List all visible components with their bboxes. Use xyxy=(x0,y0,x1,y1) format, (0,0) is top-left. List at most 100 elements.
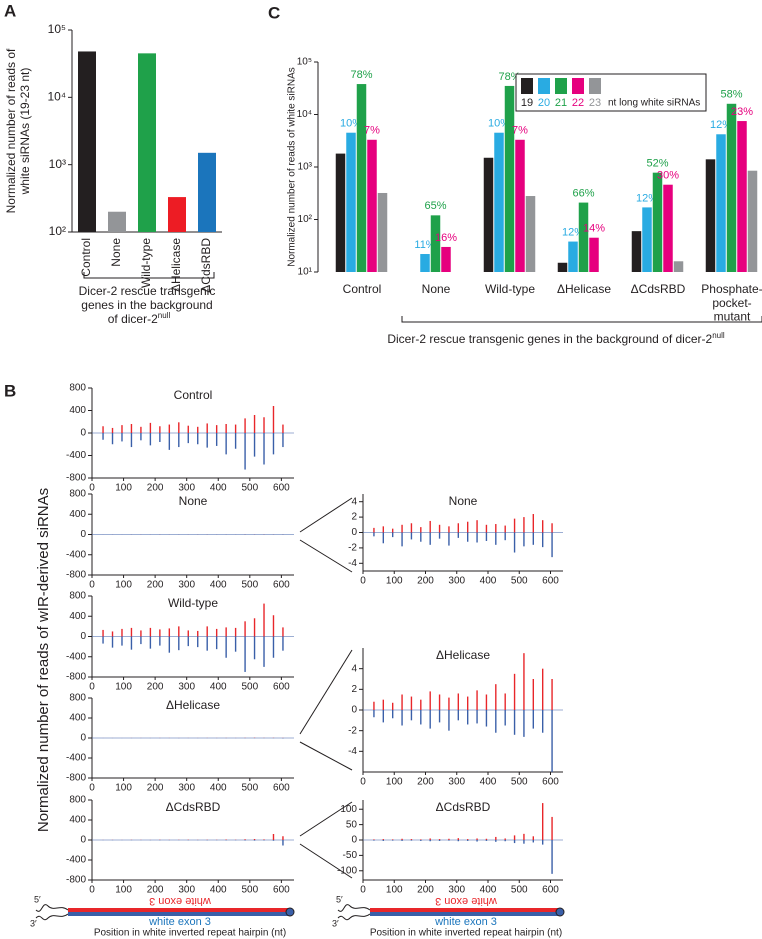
panel-title: ΔCdsRBD xyxy=(436,800,491,814)
bar xyxy=(78,51,96,232)
y-tick-label: 4 xyxy=(351,496,357,507)
x-tick-label: Phosphate-pocket-mutant xyxy=(701,282,762,324)
label-line: Phosphate- xyxy=(701,282,762,296)
three-prime: 3′ xyxy=(332,918,339,928)
x-axis-label-sup: null xyxy=(158,311,171,320)
x-tick-label: 300 xyxy=(448,885,465,896)
y-tick-label: -400 xyxy=(66,549,86,560)
legend-swatch xyxy=(572,78,584,94)
y-tick-label: 4 xyxy=(351,663,357,674)
share-label: 30% xyxy=(657,170,679,182)
share-label: 52% xyxy=(646,158,668,170)
label-line: pocket- xyxy=(712,296,751,310)
panel-label: B xyxy=(4,381,16,400)
y-tick-label: 10³ xyxy=(298,162,313,173)
hairpin-sense xyxy=(68,908,290,912)
y-tick-label: 50 xyxy=(346,819,358,830)
x-tick-label: 400 xyxy=(480,576,497,587)
bar xyxy=(663,184,673,272)
y-tick-label: 0 xyxy=(80,529,86,540)
bar xyxy=(568,241,578,272)
x-tick-label: 200 xyxy=(147,580,164,591)
x-tick-label: None xyxy=(422,282,451,296)
x-tick-label: 500 xyxy=(241,682,258,693)
y-tick-label: -800 xyxy=(66,773,86,784)
bracket xyxy=(83,272,215,279)
bar xyxy=(515,139,525,272)
x-tick-label: ΔCdsRBD xyxy=(199,238,213,293)
share-label: 12% xyxy=(562,226,584,238)
panel-label: C xyxy=(268,3,280,22)
zoom-connector xyxy=(299,741,353,771)
bar xyxy=(168,197,186,232)
x-axis-label: genes in the background xyxy=(81,298,212,312)
x-tick-label: 300 xyxy=(178,483,195,494)
x-tick-label: 500 xyxy=(241,783,258,794)
bar xyxy=(642,207,652,272)
legend-label: 23 xyxy=(589,97,601,109)
y-tick-label: -400 xyxy=(66,651,86,662)
y-tick-label: 400 xyxy=(69,509,86,520)
bar xyxy=(631,231,642,272)
y-tick-label: 10⁴ xyxy=(297,109,312,120)
x-tick-label: 100 xyxy=(115,580,132,591)
hairpin-antisense xyxy=(68,912,290,916)
x-tick-label: 400 xyxy=(210,483,227,494)
y-tick-label: -800 xyxy=(66,570,86,581)
hairpin-tail xyxy=(337,904,371,912)
x-tick-label: 600 xyxy=(273,682,290,693)
y-tick-label: 400 xyxy=(69,611,86,622)
share-label: 66% xyxy=(572,187,594,199)
x-tick-label: 400 xyxy=(210,885,227,896)
x-tick-label: 600 xyxy=(273,483,290,494)
hairpin-tail xyxy=(35,913,69,921)
x-tick-label: 0 xyxy=(89,580,95,591)
bar xyxy=(346,132,356,272)
zoom-connector xyxy=(299,649,353,735)
zoom-connector xyxy=(299,843,353,879)
x-tick-label: 500 xyxy=(241,885,258,896)
panel-title: ΔHelicase xyxy=(166,698,220,712)
x-tick-label: 300 xyxy=(448,777,465,788)
x-tick-label: None xyxy=(109,238,123,267)
bar xyxy=(525,196,536,272)
panel-title: Wild-type xyxy=(168,596,218,610)
bar xyxy=(367,139,377,272)
share-label: 23% xyxy=(731,106,753,118)
x-tick-label: 600 xyxy=(273,885,290,896)
y-tick-label: 0 xyxy=(351,527,357,538)
x-tick-label: 400 xyxy=(210,682,227,693)
five-prime: 5′ xyxy=(336,894,343,904)
x-tick-label: 100 xyxy=(115,682,132,693)
bar xyxy=(705,159,716,272)
x-tick-label: 200 xyxy=(147,885,164,896)
y-tick-label: 800 xyxy=(69,591,86,602)
bar xyxy=(747,170,758,272)
y-tick-label: -100 xyxy=(337,865,357,876)
bar xyxy=(716,134,726,272)
legend-suffix: nt long white siRNAs xyxy=(608,98,700,109)
legend-label: 21 xyxy=(555,97,567,109)
zoom-connector xyxy=(299,539,353,573)
zoom-connector xyxy=(299,497,353,533)
legend-swatch xyxy=(521,78,533,94)
bar xyxy=(578,202,589,272)
share-label: 10% xyxy=(340,118,362,130)
y-tick-label: -2 xyxy=(348,725,357,736)
y-tick-label: -2 xyxy=(348,543,357,554)
y-tick-label: -4 xyxy=(348,558,357,569)
y-axis-label: white siRNAs (19-23 nt) xyxy=(18,68,32,196)
x-tick-label: 600 xyxy=(542,885,559,896)
x-tick-label: 200 xyxy=(147,483,164,494)
hairpin-tail xyxy=(35,904,69,912)
legend-swatch xyxy=(538,78,550,94)
hairpin-caption: Position in white inverted repeat hairpi… xyxy=(94,928,286,939)
legend-swatch xyxy=(589,78,601,94)
bar xyxy=(726,103,737,273)
hairpin-caption: Position in white inverted repeat hairpi… xyxy=(370,928,562,939)
hairpin-loop xyxy=(555,907,565,917)
bar xyxy=(108,211,126,232)
bar xyxy=(652,172,663,272)
y-tick-label: 10² xyxy=(49,224,66,238)
x-axis-label: of dicer-2null xyxy=(108,311,171,326)
